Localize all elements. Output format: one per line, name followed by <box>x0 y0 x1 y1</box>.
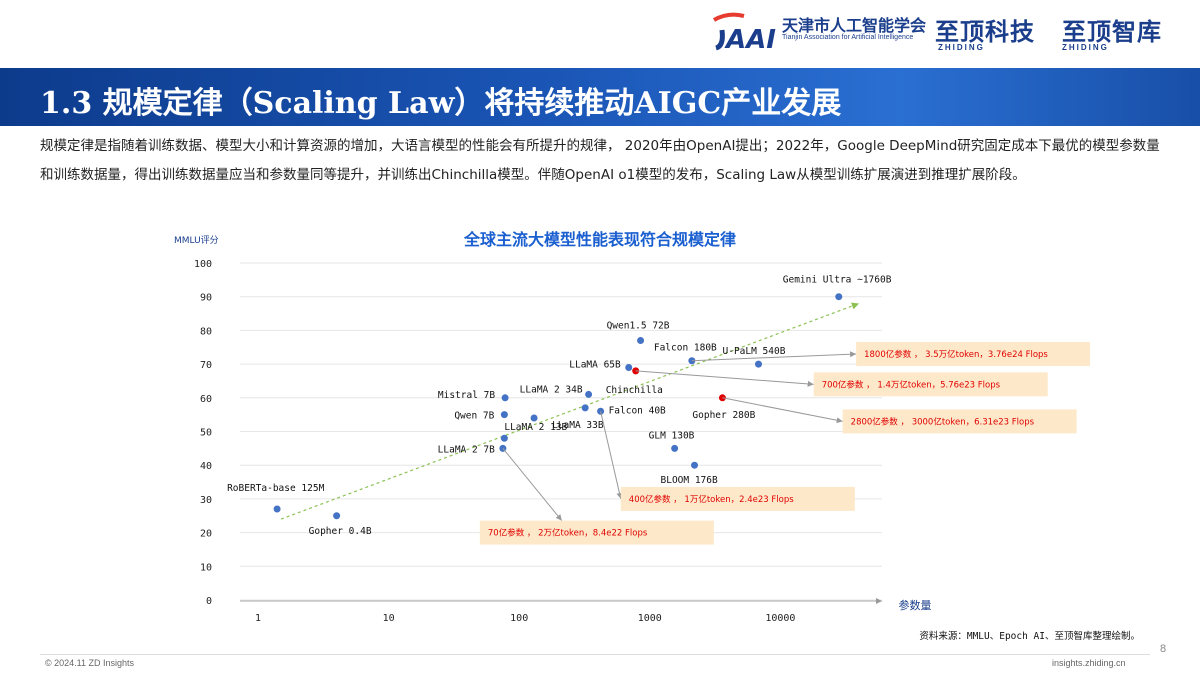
point-label-falcon-180b: Falcon 180B <box>654 343 717 354</box>
annotation-arrow-0 <box>691 351 857 362</box>
data-point-gemini-ultra-1760b <box>835 293 843 301</box>
page-title: 1.3 规模定律（Scaling Law）将持续推动AIGC产业发展 <box>40 86 842 121</box>
zd-think-subtitle: ZHIDING <box>1062 43 1109 52</box>
data-point-gopher-280b <box>718 394 726 402</box>
chart-source-note: 资料来源：MMLU、Epoch AI、至顶智库整理绘制。 <box>919 630 1140 642</box>
point-label-qwen1-5-72b: Qwen1.5 72B <box>607 321 670 332</box>
annotation-box-3 <box>620 486 855 511</box>
annotation-text-1: 700亿参数 ， 1.4万亿token，5.76e23 Flops <box>822 379 1001 390</box>
footer-url: insights.zhiding.cn <box>1052 658 1126 668</box>
annotation-arrow-3 <box>600 411 623 500</box>
point-label-llama-2-7b: LLaMA 2 7B <box>438 444 495 455</box>
point-label-gemini-ultra-1760b: Gemini Ultra ~1760B <box>783 275 892 286</box>
x-tick-10000: 10000 <box>765 613 795 624</box>
data-point-qwen-7b <box>500 411 508 419</box>
point-label-mistral-7b: Mistral 7B <box>438 390 495 401</box>
svg-text:AAI: AAI <box>724 25 776 54</box>
data-point-roberta-base-125m <box>273 505 281 513</box>
zd-tech-logo: 至顶科技 <box>935 18 1035 46</box>
data-point-gopher-0-4b <box>333 512 341 520</box>
x-tick-100: 100 <box>510 613 528 624</box>
y-tick-40: 40 <box>200 461 212 472</box>
point-label-gopher-280b: Gopher 280B <box>692 410 755 421</box>
annotation-box-4 <box>479 520 714 545</box>
annotation-box-0 <box>856 341 1091 366</box>
footer-divider <box>40 654 1150 655</box>
y-tick-20: 20 <box>200 529 212 540</box>
annotation-arrow-1 <box>635 370 814 387</box>
data-point-glm-130b <box>671 444 679 452</box>
annotation-text-2: 2800亿参数 ， 3000亿token，6.31e23 Flops <box>851 416 1035 427</box>
data-point-llama-2-34b <box>585 390 593 398</box>
data-point-qwen1-5-72b <box>637 337 645 345</box>
tai-subtitle: Tianjin Association for Artificial Intel… <box>782 34 914 41</box>
x-axis-label: 参数量 <box>899 598 932 612</box>
data-point-mistral-7b <box>501 394 509 402</box>
y-tick-80: 80 <box>200 326 212 337</box>
x-tick-1000: 1000 <box>638 613 662 624</box>
point-label-llama-2-34b: LLaMA 2 34B <box>520 384 583 395</box>
point-label-u-palm-540b: U-PaLM 540B <box>723 346 786 357</box>
intro-paragraph: 规模定律是指随着训练数据、模型大小和计算资源的增加，大语言模型的性能会有所提升的… <box>40 138 1160 183</box>
y-axis-label: MMLU评分 <box>174 235 219 246</box>
y-tick-60: 60 <box>200 394 212 405</box>
y-tick-70: 70 <box>200 360 212 371</box>
header-logo-area: AAI 天津市人工智能学会 Tianjin Association for Ar… <box>0 0 1200 66</box>
y-tick-0: 0 <box>206 596 212 607</box>
annotation-arrow-4 <box>502 448 563 521</box>
point-label-chinchilla: Chinchilla <box>606 385 663 396</box>
data-point-unlabeled-8 <box>581 404 589 412</box>
point-label-llama-2-13b: LLaMA 2 13B <box>504 422 567 433</box>
point-label-llama-65b: LLaMA 65B <box>569 359 621 370</box>
point-label-roberta-base-125m: RoBERTa-base 125M <box>227 483 325 494</box>
point-label-llama-33b: LLaMA 33B <box>552 420 604 431</box>
annotation-text-0: 1800亿参数 ， 3.5万亿token，3.76e24 Flops <box>864 349 1048 360</box>
trend-line <box>280 302 860 520</box>
page-number: 8 <box>1160 643 1167 655</box>
annotation-box-1 <box>813 372 1048 397</box>
data-point-llama-2-13b <box>500 434 508 442</box>
annotation-text-4: 70亿参数 ， 2万亿token，8.4e22 Flops <box>488 528 648 539</box>
point-label-falcon-40b: Falcon 40B <box>609 405 666 416</box>
y-tick-10: 10 <box>200 562 212 573</box>
point-label-qwen-7b: Qwen 7B <box>454 411 494 422</box>
point-label-gopher-0-4b: Gopher 0.4B <box>309 526 372 537</box>
zd-think-logo: 至顶智库 <box>1062 18 1162 46</box>
data-point-llama-33b <box>530 414 538 422</box>
y-tick-50: 50 <box>200 428 212 439</box>
tai-name: 天津市人工智能学会 <box>782 16 927 35</box>
data-point-bloom-176b <box>691 461 699 469</box>
y-tick-100: 100 <box>194 259 212 270</box>
tai-logo-icon: AAI <box>713 12 776 54</box>
annotation-box-2 <box>842 409 1077 434</box>
scaling-law-chart: 全球主流大模型性能表现符合规模定律 MMLU评分 0 10 20 30 40 50 60 70 80… <box>174 230 1140 642</box>
y-tick-30: 30 <box>200 495 212 506</box>
point-label-bloom-176b: BLOOM 176B <box>661 475 718 486</box>
title-bar <box>0 68 1200 126</box>
annotation-text-3: 400亿参数 ， 1万亿token，2.4e23 Flops <box>629 494 794 505</box>
x-tick-10: 10 <box>383 613 395 624</box>
data-point-llama-65b <box>625 363 633 371</box>
chart-title: 全球主流大模型性能表现符合规模定律 <box>463 230 736 249</box>
footer-copyright: © 2024.11 ZD Insights <box>45 658 135 668</box>
y-tick-90: 90 <box>200 293 212 304</box>
zd-tech-subtitle: ZHIDING <box>938 43 985 52</box>
x-tick-1: 1 <box>255 613 261 624</box>
data-point-u-palm-540b <box>755 360 763 368</box>
point-label-glm-130b: GLM 130B <box>649 430 695 441</box>
annotation-arrow-2 <box>722 397 843 424</box>
